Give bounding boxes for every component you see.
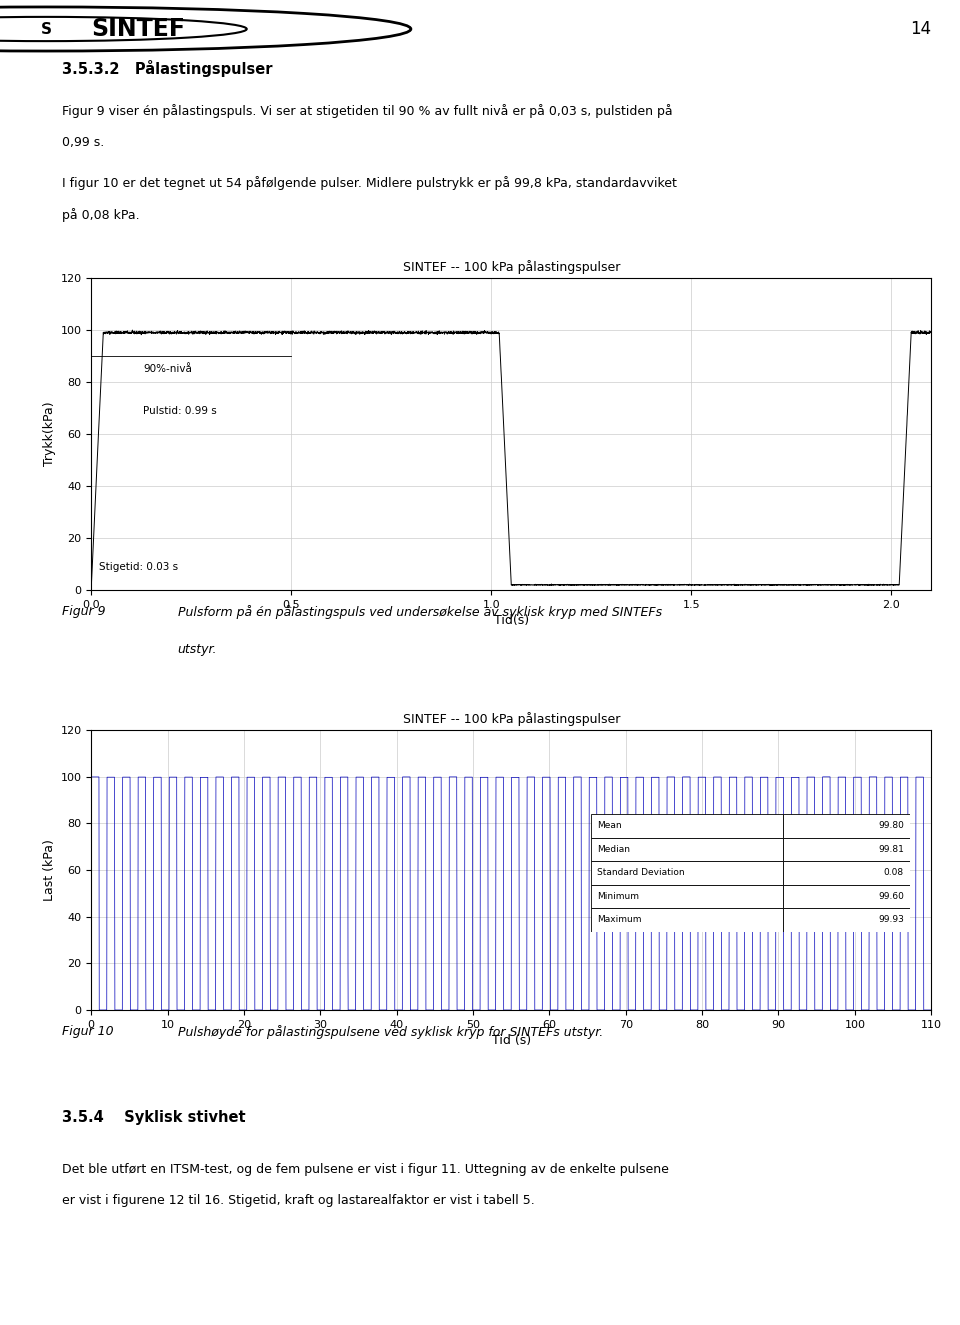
Text: på 0,08 kPa.: på 0,08 kPa. <box>62 208 140 223</box>
Text: Det ble utført en ITSM-test, og de fem pulsene er vist i figur 11. Uttegning av : Det ble utført en ITSM-test, og de fem p… <box>62 1163 669 1177</box>
Text: utstyr.: utstyr. <box>178 644 217 656</box>
Text: er vist i figurene 12 til 16. Stigetid, kraft og lastarealfaktor er vist i tabel: er vist i figurene 12 til 16. Stigetid, … <box>62 1194 535 1207</box>
Text: Stigetid: 0.03 s: Stigetid: 0.03 s <box>99 562 179 572</box>
Text: Pulshøyde for pålastingspulsene ved syklisk kryp for SINTEFs utstyr.: Pulshøyde for pålastingspulsene ved sykl… <box>178 1026 603 1039</box>
Text: S: S <box>40 21 52 37</box>
Text: 90%-nivå: 90%-nivå <box>143 364 192 374</box>
Y-axis label: Last (kPa): Last (kPa) <box>43 839 57 901</box>
Text: Figur 10: Figur 10 <box>62 1026 114 1037</box>
X-axis label: Tid(s): Tid(s) <box>493 613 529 627</box>
Text: 3.5.3.2   Pålastingspulser: 3.5.3.2 Pålastingspulser <box>62 60 273 77</box>
Text: SINTEF: SINTEF <box>91 17 185 41</box>
Y-axis label: Trykk(kPa): Trykk(kPa) <box>43 401 57 466</box>
Text: 14: 14 <box>910 20 931 38</box>
X-axis label: Tid (s): Tid (s) <box>492 1034 531 1047</box>
Text: 3.5.4    Syklisk stivhet: 3.5.4 Syklisk stivhet <box>62 1110 246 1125</box>
Title: SINTEF -- 100 kPa pålastingspulser: SINTEF -- 100 kPa pålastingspulser <box>402 260 620 274</box>
Title: SINTEF -- 100 kPa pålastingspulser: SINTEF -- 100 kPa pålastingspulser <box>402 712 620 726</box>
Text: Figur 9 viser én pålastingspuls. Vi ser at stigetiden til 90 % av fullt nivå er : Figur 9 viser én pålastingspuls. Vi ser … <box>62 103 673 118</box>
Text: 0,99 s.: 0,99 s. <box>62 136 105 148</box>
Text: Figur 9: Figur 9 <box>62 606 106 617</box>
Text: Pulstid: 0.99 s: Pulstid: 0.99 s <box>143 405 217 416</box>
Text: I figur 10 er det tegnet ut 54 påfølgende pulser. Midlere pulstrykk er på 99,8 k: I figur 10 er det tegnet ut 54 påfølgend… <box>62 176 677 189</box>
Text: Pulsform på én pålastingspuls ved undersøkelse av syklisk kryp med SINTEFs: Pulsform på én pålastingspuls ved unders… <box>178 606 661 619</box>
